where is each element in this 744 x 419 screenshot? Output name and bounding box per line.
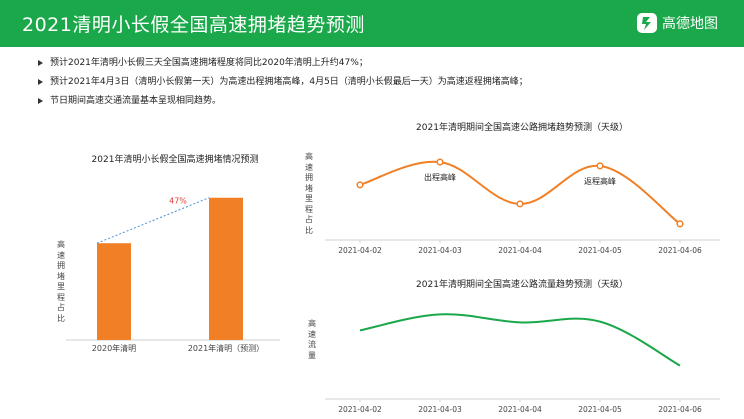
series-line — [359, 313, 681, 367]
x-tick-label: 2021-04-06 — [658, 246, 702, 255]
x-tick-label: 2021-04-02 — [338, 405, 382, 414]
bar-chart-ylabel: 高速拥堵里程占比 — [57, 240, 65, 323]
data-point — [436, 158, 444, 166]
bar-chart-title: 2021年清明小长假全国高速拥堵情况预测 — [91, 155, 259, 165]
growth-annotation: 47% — [169, 197, 187, 206]
peak-annotation: 返程高峰 — [584, 176, 616, 186]
x-tick-label: 2021-04-03 — [418, 246, 462, 255]
congestion-chart-title: 2021年清明期间全国高速公路拥堵趋势预测（天级） — [416, 123, 628, 133]
bar-2 — [209, 197, 243, 340]
x-tick-label: 2021-04-02 — [338, 246, 382, 255]
bullet-item: 预计2021年清明小长假三天全国高速拥堵程度将同比2020年清明上升约47%； — [38, 54, 528, 73]
amap-logo-icon — [637, 13, 657, 33]
x-tick-label: 2021-04-04 — [498, 405, 542, 414]
growth-dotted-line — [96, 197, 210, 244]
data-point — [516, 200, 524, 208]
data-point — [356, 181, 364, 189]
x-tick-label: 2021-04-04 — [498, 246, 542, 255]
bullet-item: 预计2021年4月3日（清明小长假第一天）为高速出程拥堵高峰，4月5日（清明小长… — [38, 73, 528, 92]
bar-category-label: 2020年清明 — [92, 343, 136, 353]
bar-category-label: 2021年清明（预测） — [188, 343, 264, 353]
logo-text: 高德地图 — [662, 16, 718, 32]
peak-annotation: 出程高峰 — [424, 172, 456, 182]
bullet-item: 节日期间高速交通流量基本呈现相同趋势。 — [38, 92, 528, 111]
bar-1 — [97, 243, 131, 340]
data-point — [596, 162, 604, 170]
brand-logo: 高德地图 — [637, 12, 718, 34]
x-tick-label: 2021-04-06 — [658, 405, 702, 414]
flow-chart-ylabel: 高速流量 — [308, 319, 316, 360]
summary-bullets: 预计2021年清明小长假三天全国高速拥堵程度将同比2020年清明上升约47%； … — [38, 54, 528, 111]
congestion-chart-ylabel: 高速拥堵里程占比 — [305, 152, 313, 235]
x-tick-label: 2021-04-03 — [418, 405, 462, 414]
x-tick-label: 2021-04-05 — [578, 405, 622, 414]
x-tick-label: 2021-04-05 — [578, 246, 622, 255]
flow-chart-title: 2021年清明期间全国高速公路流量趋势预测（天级） — [416, 280, 628, 290]
header-bar: 2021清明小长假全国高速拥堵趋势预测 高德地图 — [0, 0, 744, 47]
data-point — [676, 220, 684, 228]
page-title: 2021清明小长假全国高速拥堵趋势预测 — [22, 14, 365, 36]
